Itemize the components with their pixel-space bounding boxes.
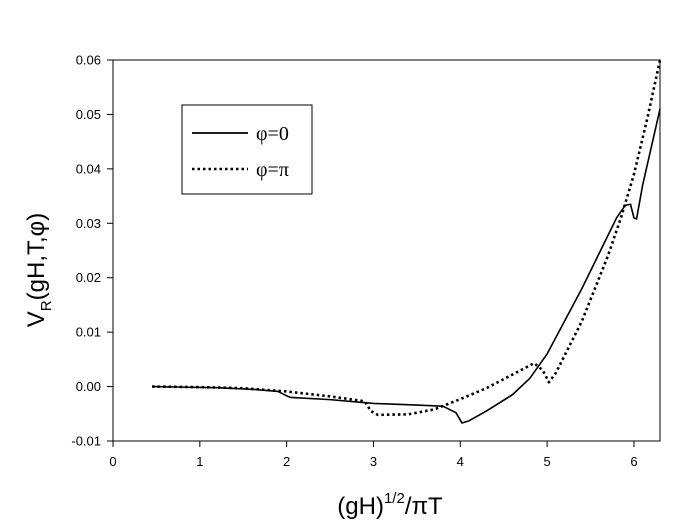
series-line-2 (152, 59, 662, 417)
legend-label-2: φ=π (256, 159, 289, 181)
x-tick-label: 2 (283, 454, 290, 469)
legend-label-1: φ=0 (256, 123, 289, 145)
x-tick-label: 0 (109, 454, 116, 469)
x-tick-label: 6 (630, 454, 637, 469)
y-axis: -0.01 0.00 0.01 0.02 0.03 0.04 0.05 0.06 (71, 53, 113, 449)
y-tick-label: 0.05 (76, 107, 101, 122)
x-axis-title: (gH)1/2/πT (337, 490, 443, 520)
y-tick-label: 0.03 (76, 216, 101, 231)
y-tick-label: 0.02 (76, 270, 101, 285)
plot-frame (112, 59, 661, 442)
y-tick-label: -0.01 (71, 434, 101, 449)
plot-area (112, 59, 661, 442)
y-tick-label: 0.01 (76, 325, 101, 340)
y-tick-label: 0.00 (76, 379, 101, 394)
x-tick-label: 3 (370, 454, 377, 469)
y-tick-label: 0.06 (76, 53, 101, 68)
series-layer (152, 59, 662, 424)
legend: φ=0 φ=π (181, 104, 313, 195)
x-tick-label: 4 (457, 454, 464, 469)
series-line-1 (152, 108, 661, 424)
y-axis-title: VR(gH,T,φ) (23, 213, 55, 327)
legend-box (181, 104, 313, 195)
x-tick-label: 5 (544, 454, 551, 469)
y-tick-label: 0.04 (76, 161, 101, 176)
x-axis: 0 1 2 3 4 5 6 (109, 441, 638, 469)
x-tick-label: 1 (196, 454, 203, 469)
